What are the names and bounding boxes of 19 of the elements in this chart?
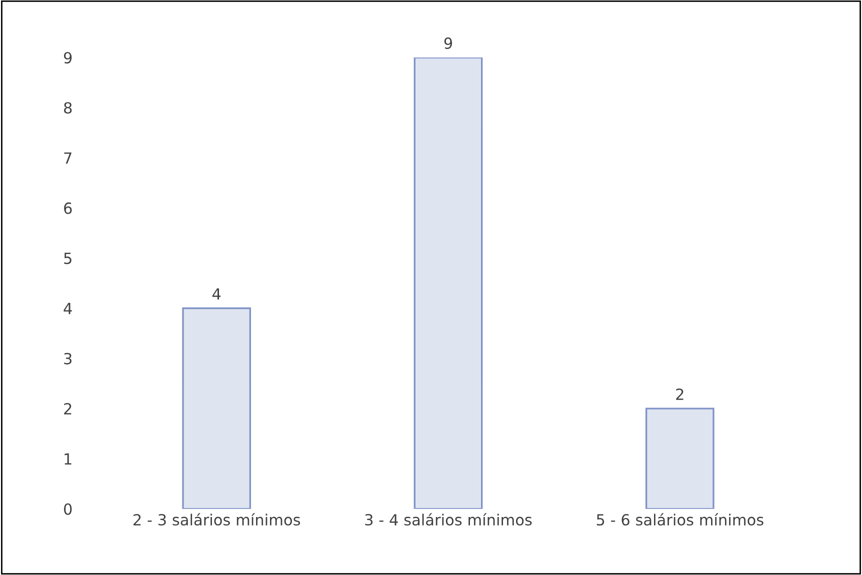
y-tick-label: 0: [64, 503, 72, 515]
y-tick-label: 7: [64, 152, 72, 164]
y-tick-label: 1: [64, 453, 72, 465]
y-tick-label: 4: [64, 302, 72, 314]
data-label: 9: [444, 37, 452, 49]
bar: [645, 408, 714, 509]
y-tick-label: 5: [64, 252, 72, 264]
bar: [182, 307, 252, 509]
y-tick-label: 8: [64, 102, 72, 114]
y-tick-label: 3: [64, 352, 72, 364]
x-tick-label: 2 - 3 salários mínimos: [134, 513, 300, 526]
y-tick-label: 6: [64, 202, 72, 214]
data-label: 2: [676, 388, 684, 400]
x-tick-label: 5 - 6 salários mínimos: [596, 513, 764, 526]
y-tick-label: 9: [64, 52, 72, 64]
bar: [414, 58, 483, 509]
data-label: 4: [212, 288, 221, 300]
x-tick-label: 3 - 4 salários mínimos: [365, 513, 532, 526]
y-tick-label: 2: [64, 403, 72, 414]
